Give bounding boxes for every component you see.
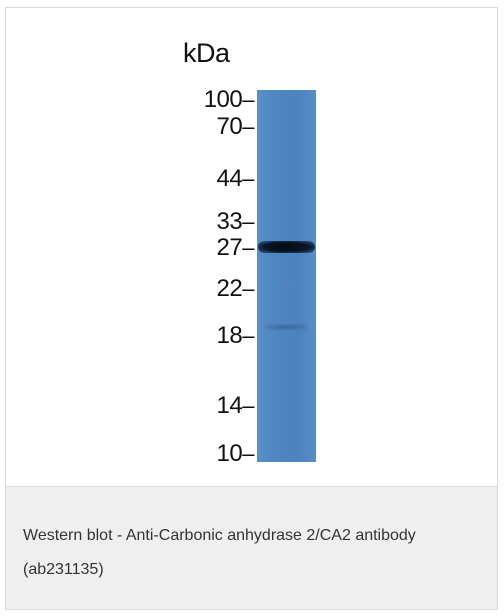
faint-band	[264, 324, 308, 330]
marker-label-33: 33–	[216, 208, 255, 235]
marker-label-10: 10–	[216, 440, 255, 467]
marker-label-70: 70–	[216, 113, 255, 140]
marker-label-44: 44–	[216, 165, 255, 192]
marker-label-22: 22–	[216, 275, 255, 302]
image-card: kDa 100– 70– 44– 33– 27– 22– 18– 14– 10– Western…	[5, 7, 498, 610]
marker-label-18: 18–	[216, 322, 255, 349]
protein-band-27kda	[258, 241, 315, 253]
caption-panel: Western blot - Anti-Carbonic anhydrase 2…	[6, 486, 497, 609]
membrane-artifact-dot	[287, 285, 289, 287]
western-blot-figure[interactable]: kDa 100– 70– 44– 33– 27– 22– 18– 14– 10–	[6, 8, 497, 486]
figure-caption: Western blot - Anti-Carbonic anhydrase 2…	[23, 527, 416, 578]
marker-label-27: 27–	[216, 234, 255, 261]
kda-unit-label: kDa	[183, 38, 230, 68]
blot-lane	[257, 90, 316, 462]
marker-label-14: 14–	[216, 392, 255, 419]
marker-label-100: 100–	[203, 86, 255, 113]
